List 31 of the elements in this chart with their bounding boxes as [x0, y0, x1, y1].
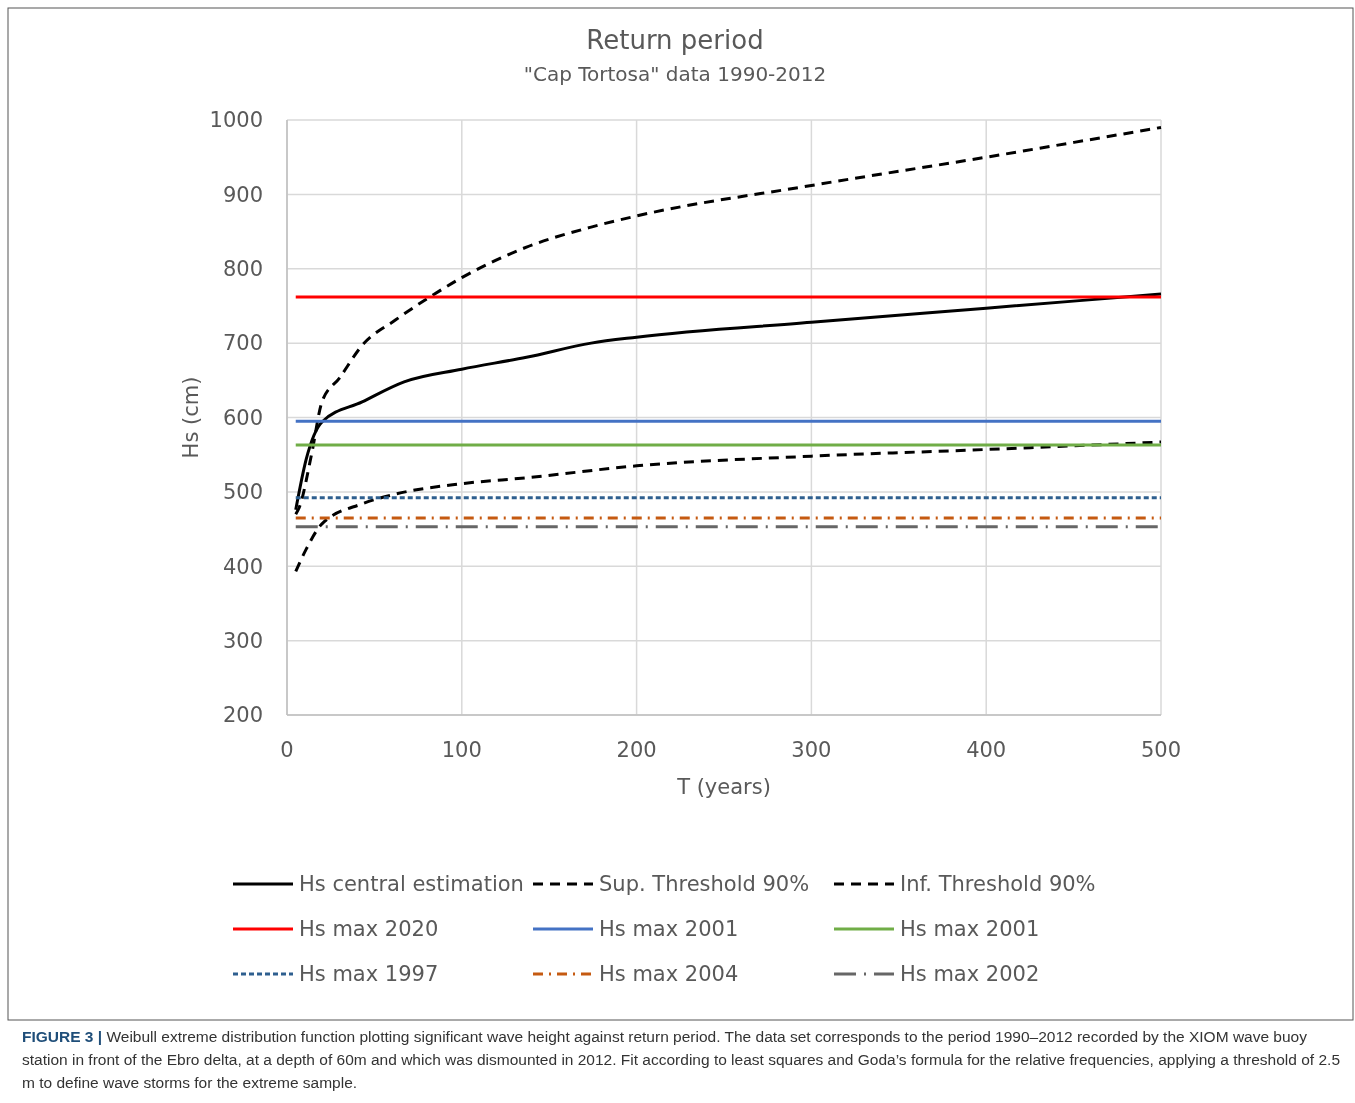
y-tick-label: 200: [222, 703, 263, 728]
y-tick-label: 800: [222, 257, 263, 282]
x-tick-label: 400: [966, 738, 1007, 762]
line-series: [294, 440, 1163, 573]
legend-label: Hs max 2020: [299, 917, 439, 942]
legend-label: Hs max 2001: [900, 917, 1040, 942]
y-tick-label: 300: [222, 628, 263, 653]
y-tick-label: 400: [222, 554, 263, 579]
chart-subtitle: "Cap Tortosa" data 1990-2012: [523, 62, 827, 86]
line-series: [294, 125, 1163, 516]
x-tick-label: 300: [791, 738, 832, 762]
x-tick-label: 0: [280, 738, 294, 762]
y-tick-label: 1000: [209, 108, 263, 133]
chart-title: Return period: [586, 25, 764, 55]
legend-label: Hs max 1997: [299, 962, 439, 987]
y-tick-label: 500: [222, 480, 263, 505]
legend-label: Hs max 2001: [599, 917, 739, 942]
y-tick-label: 700: [222, 331, 263, 356]
y-axis-title: Hs (cm): [179, 376, 203, 459]
legend-label: Hs max 2002: [900, 962, 1040, 987]
y-tick-label: 900: [222, 182, 263, 207]
y-tick-label: 600: [222, 405, 263, 430]
x-tick-label: 200: [616, 738, 657, 762]
x-axis-title: T (years): [676, 775, 771, 799]
legend-label: Hs central estimation: [299, 872, 524, 897]
x-tick-label: 500: [1140, 738, 1182, 762]
x-tick-label: 100: [441, 738, 482, 762]
legend-label: Inf. Threshold 90%: [900, 872, 1096, 897]
legend-label: Sup. Threshold 90%: [599, 872, 810, 897]
legend-label: Hs max 2004: [599, 962, 739, 987]
caption: FIGURE 3 | Weibull extreme distribution function plotting significant wave height against return period. The data set corresponds to the period 1990–2012 recorded by the XIOM wave buoy station in front of the Ebro delta, at a depth of 60m and which was dismounted in 2012. Fit according to least squares and Goda’s formula for the relative frequencies, applying a threshold of 2.5 m to define wave storms for the extreme sample.: [22, 1027, 1341, 1093]
